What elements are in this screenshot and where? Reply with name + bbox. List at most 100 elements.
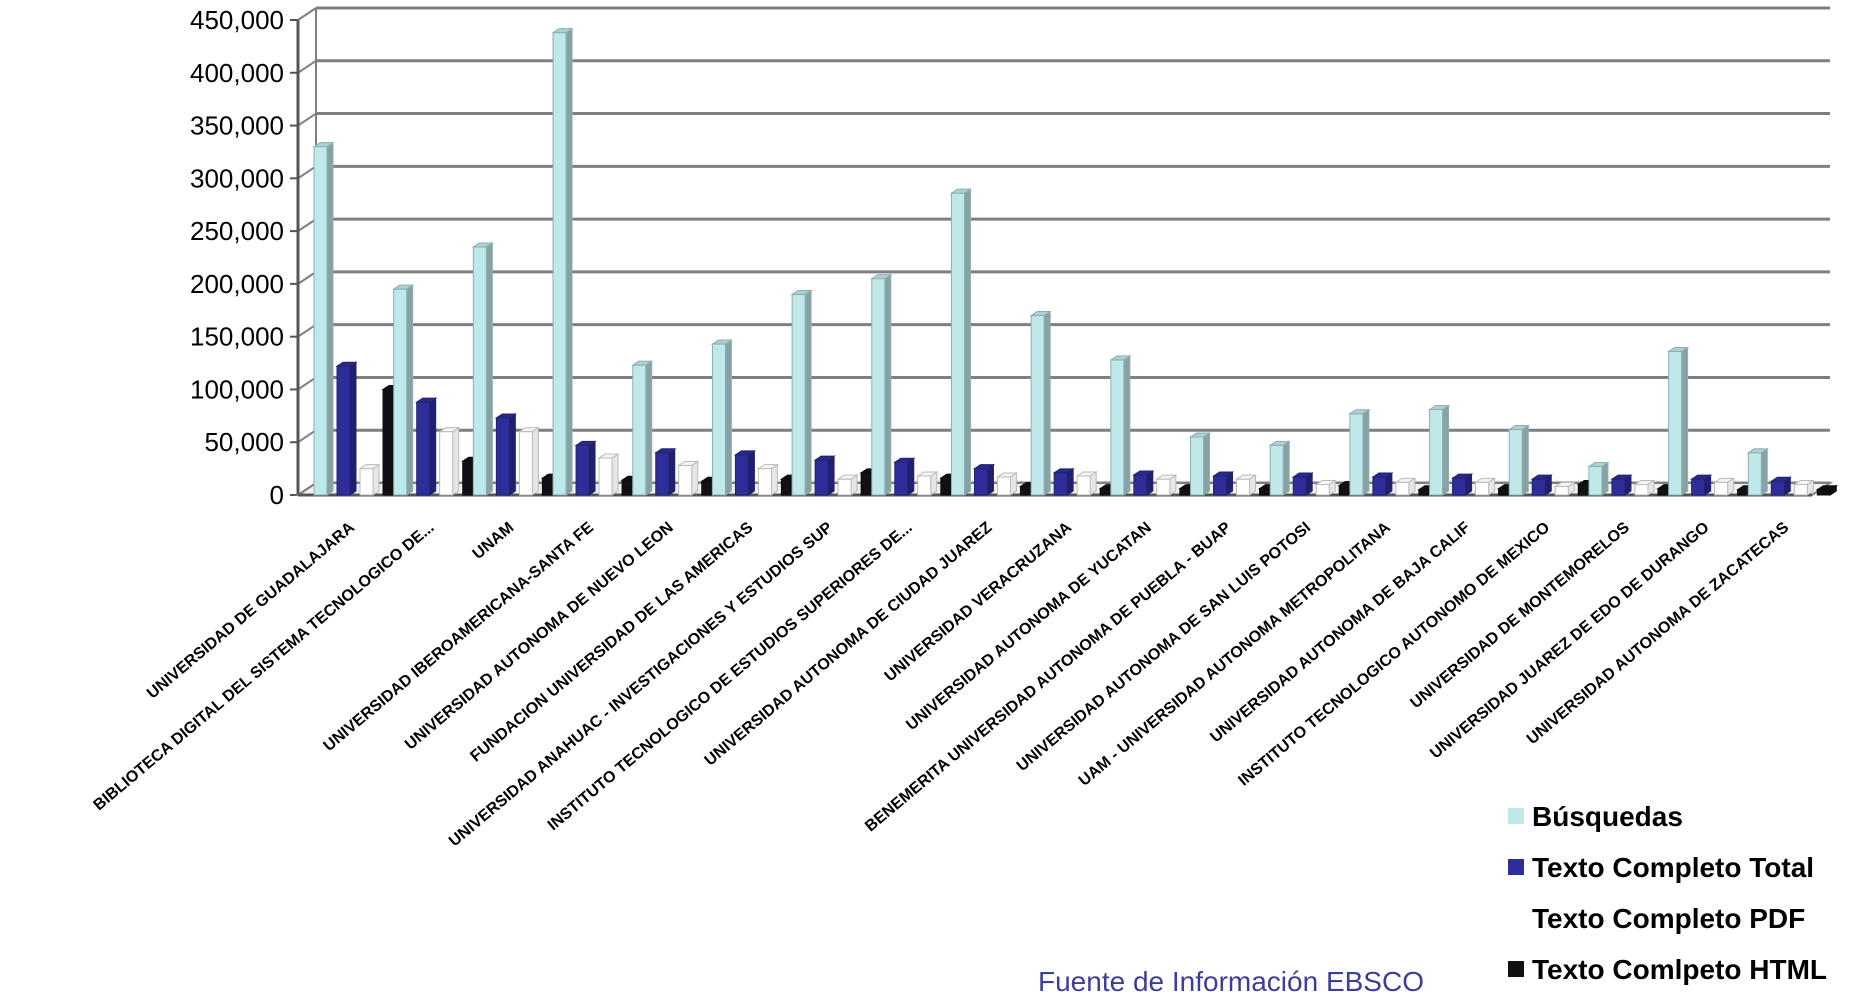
bar-front bbox=[1395, 481, 1410, 496]
bar-front bbox=[996, 476, 1011, 496]
bar bbox=[893, 457, 916, 496]
bar-front bbox=[1554, 486, 1569, 496]
bar-front bbox=[678, 464, 693, 496]
x-category-label: UNAM bbox=[470, 519, 518, 563]
bar-side bbox=[1681, 346, 1689, 496]
bar-top bbox=[1530, 474, 1553, 480]
bar bbox=[517, 426, 541, 496]
bar-side bbox=[1601, 461, 1609, 496]
bar-top bbox=[1075, 471, 1098, 477]
bar bbox=[870, 273, 893, 496]
bar-front bbox=[917, 475, 932, 496]
bar bbox=[1394, 477, 1417, 496]
bar-top bbox=[551, 28, 574, 34]
bar-top bbox=[1450, 473, 1474, 479]
gridline-depth bbox=[297, 165, 317, 180]
bar bbox=[551, 27, 574, 496]
bar-top bbox=[1689, 474, 1713, 480]
bar-top bbox=[1268, 440, 1291, 446]
bar bbox=[335, 361, 358, 496]
bar-front bbox=[791, 293, 806, 496]
bar-top bbox=[494, 413, 518, 419]
bar-top bbox=[1473, 477, 1497, 483]
bar bbox=[312, 141, 335, 496]
y-tick-label: 250,000 bbox=[190, 216, 284, 246]
bar bbox=[438, 426, 461, 496]
bar-side bbox=[668, 447, 676, 496]
bar-side bbox=[508, 413, 516, 496]
bar-front bbox=[1793, 483, 1808, 496]
bar-side bbox=[429, 397, 437, 496]
bar-top bbox=[1553, 482, 1576, 488]
bar bbox=[949, 188, 973, 496]
bar-side bbox=[406, 284, 414, 496]
bar-top bbox=[893, 457, 916, 463]
bar bbox=[1587, 461, 1610, 496]
bar-side bbox=[724, 339, 732, 496]
bar-front bbox=[1030, 315, 1045, 496]
bar-side bbox=[691, 460, 699, 496]
bar bbox=[1371, 472, 1394, 496]
bar bbox=[972, 463, 996, 496]
bar-side bbox=[770, 463, 778, 496]
bar bbox=[1610, 474, 1633, 496]
bar-front bbox=[1475, 481, 1490, 496]
bar bbox=[1348, 408, 1371, 496]
bar-top bbox=[1427, 405, 1451, 410]
gridline-depth bbox=[297, 218, 317, 232]
bar-front bbox=[973, 468, 988, 496]
bar-front bbox=[1110, 359, 1125, 496]
bar bbox=[1507, 424, 1530, 496]
bar-side bbox=[1362, 408, 1370, 496]
bar-side bbox=[747, 449, 755, 496]
gridline-depth bbox=[297, 429, 317, 444]
bar-top bbox=[392, 284, 415, 290]
bar-top bbox=[710, 339, 734, 345]
bar-front bbox=[1691, 478, 1706, 496]
x-category-label: UNIVERSIDAD ANAHUAC - INVESTIGACIONES Y … bbox=[446, 519, 836, 850]
bar-top bbox=[358, 464, 381, 470]
bar-front bbox=[393, 288, 408, 496]
bar-front bbox=[1531, 478, 1546, 496]
bar-side bbox=[588, 440, 596, 496]
bar-front bbox=[552, 32, 567, 496]
bar bbox=[1291, 472, 1314, 496]
legend-swatch bbox=[1508, 961, 1524, 977]
bar-front bbox=[336, 365, 351, 496]
x-category-label: UNIVERSIDAD IBEROAMERICANA-SANTA FE bbox=[321, 519, 598, 755]
bar-front bbox=[472, 246, 487, 496]
x-category-label: UNIVERSIDAD AUTONOMA DE CIUDAD JUAREZ bbox=[702, 519, 996, 769]
bar-side bbox=[1123, 354, 1131, 496]
bar-side bbox=[1203, 432, 1211, 496]
y-tick-label: 200,000 bbox=[190, 269, 284, 299]
bar-top bbox=[438, 427, 461, 433]
bar-side bbox=[349, 361, 357, 496]
bar bbox=[813, 455, 836, 496]
bar-front bbox=[1053, 472, 1068, 496]
bar-top bbox=[1211, 471, 1235, 477]
bar bbox=[916, 471, 939, 496]
bar-top bbox=[574, 440, 597, 446]
bar-top bbox=[790, 289, 813, 295]
bar-front bbox=[359, 468, 374, 496]
bar-top bbox=[1815, 485, 1838, 491]
bar bbox=[677, 460, 700, 496]
bar bbox=[1029, 310, 1052, 496]
bar bbox=[471, 242, 495, 496]
bar-front bbox=[711, 343, 726, 496]
bar bbox=[392, 284, 415, 496]
x-category-label: INSTITUTO TECNOLOGICO AUTONOMO DE MEXICO bbox=[1235, 519, 1553, 790]
bar-top bbox=[1507, 425, 1530, 431]
bar-front bbox=[1133, 474, 1148, 496]
bars bbox=[312, 27, 1838, 496]
bar bbox=[631, 360, 654, 496]
bar-top bbox=[597, 453, 620, 459]
legend-item: Búsquedas bbox=[1508, 801, 1683, 832]
x-category-label: FUNDACION UNIVERSIDAD DE LAS AMERICAS bbox=[467, 519, 756, 766]
legend-swatch bbox=[1508, 910, 1524, 926]
bar-side bbox=[884, 273, 892, 496]
bar-top bbox=[1746, 448, 1769, 454]
y-tick-label: 100,000 bbox=[190, 374, 284, 404]
x-category-label: INSTITUTO TECNOLOGICO DE ESTUDIOS SUPERI… bbox=[545, 519, 916, 834]
source-note: Fuente de Información EBSCO bbox=[1038, 966, 1424, 997]
